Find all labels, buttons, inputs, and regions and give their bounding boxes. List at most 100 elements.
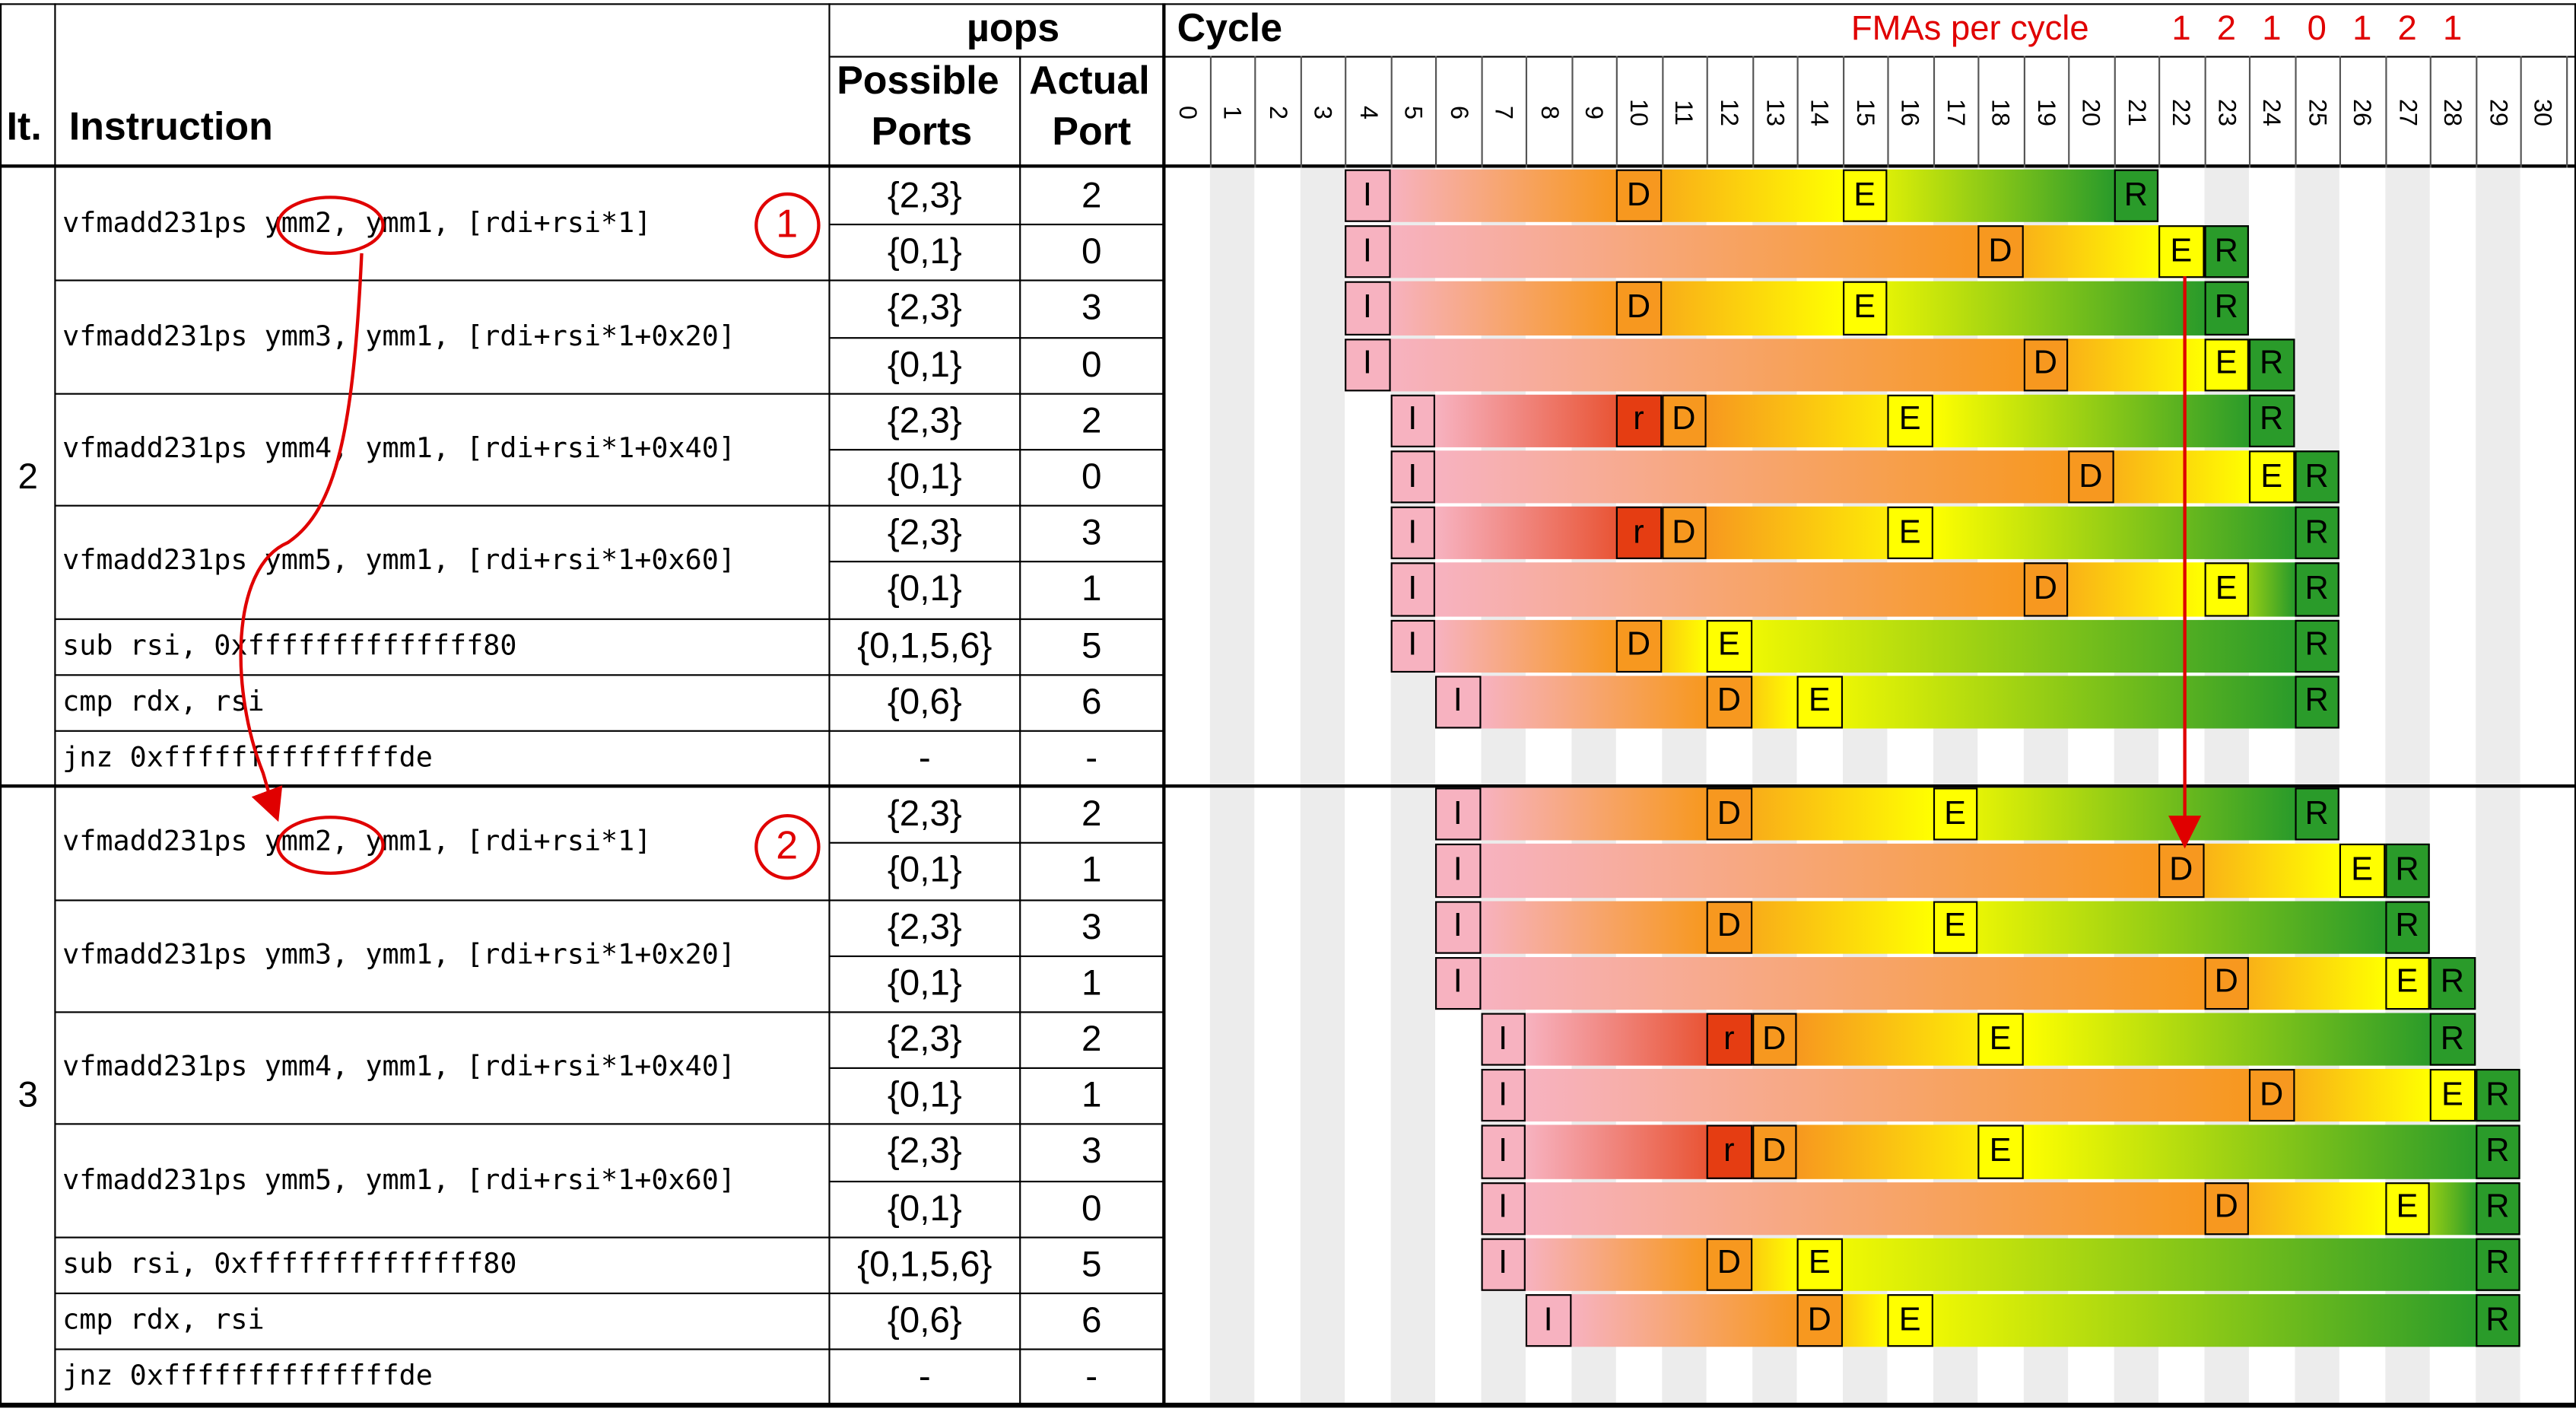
stage-marker-D: D [1706,1238,1752,1291]
header-actual-port-2: Port [1052,110,1132,155]
pipeline-bar [1390,619,2339,673]
cycle-number: 14 [1797,62,1842,161]
cycle-header-tick [1434,56,1437,168]
stage-marker-R: R [2294,507,2339,560]
possible-ports-cell: {0,6} [887,1299,962,1341]
stage-marker-R: R [2384,900,2430,954]
instruction-text: vfmadd231ps ymm3, ymm1, [rdi+rsi*1+0x20] [62,320,736,353]
actual-port-cell: - [1085,736,1098,778]
possible-ports-cell: {2,3} [887,174,962,216]
possible-ports-cell: - [918,736,931,778]
stage-marker-R: R [2203,281,2249,336]
cycle-subheader-divider [1164,56,2576,58]
pipeline-bar [1390,450,2339,504]
cycle-header-tick [1390,56,1392,168]
pipeline-bar [1390,563,2339,616]
cycle-number: 0 [1164,62,1209,161]
stage-marker-D: D [1796,1294,1842,1347]
cycle-number: 9 [1571,62,1615,161]
stage-marker-I: I [1345,338,1390,391]
stage-marker-R: R [2113,169,2159,223]
instruction-text: sub rsi, 0xffffffffffffff80 [62,1248,517,1281]
ymm2-circle-1 [276,196,385,256]
cycle-number-text: 22 [2167,97,2196,126]
cycle-header-tick [1661,56,1663,168]
possible-ports-cell: {0,1,5,6} [857,624,993,666]
header-cycle: Cycle [1177,6,1283,52]
cycle-header-tick [1525,56,1528,168]
cycle-number: 7 [1480,62,1525,161]
instruction-text: vfmadd231ps ymm3, ymm1, [rdi+rsi*1+0x20] [62,938,736,972]
ymm2-circle-2 [276,816,385,875]
possible-ports-cell: {0,1} [887,343,962,385]
possible-ports-cell: - [918,1355,931,1397]
instruction-text: jnz 0xffffffffffffffde [62,742,433,775]
cycle-number: 16 [1887,62,1932,161]
pipeline-bar [1345,281,2249,336]
cycle-number-text: 23 [2212,97,2241,126]
cycle-header-tick [2203,56,2206,168]
stage-marker-E: E [1887,1294,1933,1347]
cycle-number-text: 26 [2348,97,2376,126]
cycle-number: 27 [2384,62,2429,161]
instruction-text: cmp rdx, rsi [62,685,265,719]
instruction-text: vfmadd231ps ymm5, ymm1, [rdi+rsi*1+0x60] [62,1163,736,1197]
uop-divider [830,561,1164,564]
col-divider-instr [54,3,56,1405]
pipeline-bar [1345,169,2159,223]
header-possible-ports-1: Possible [837,59,999,104]
stage-marker-E: E [1932,900,1978,954]
stage-marker-R: R [2429,956,2476,1010]
fma-count: 1 [2262,9,2282,48]
header-instruction: Instruction [68,105,273,150]
pipeline-bar [1434,844,2430,898]
iteration-label: 3 [17,1074,38,1116]
row-divider [56,730,1164,732]
row-divider [56,1124,1164,1126]
possible-ports-cell: {0,1} [887,1074,962,1116]
possible-ports-cell: {2,3} [887,287,962,329]
pipeline-bar [1434,956,2476,1010]
stage-marker-R: R [2294,450,2339,504]
stage-marker-I: I [1434,956,1481,1010]
stage-marker-I: I [1390,507,1435,560]
stage-marker-E: E [2248,450,2295,504]
instruction-text: vfmadd231ps ymm4, ymm1, [rdi+rsi*1+0x40] [62,1051,736,1084]
cycle-number-text: 6 [1444,104,1472,119]
cycle-number: 24 [2249,62,2294,161]
actual-port-cell: 3 [1081,287,1102,329]
stage-marker-R: R [2203,225,2249,279]
possible-ports-cell: {2,3} [887,793,962,835]
cycle-number-text: 17 [1941,97,1969,126]
stage-marker-r: r [1615,394,1662,447]
cycle-number-text: 3 [1308,104,1336,119]
fma-count: 0 [2307,9,2327,48]
cycle-header-tick [2565,56,2568,168]
stage-marker-E: E [1796,675,1842,729]
cycle-number-text: 2 [1263,104,1291,119]
stage-marker-D: D [1752,1013,1797,1067]
header-it: It. [6,105,42,150]
cycle-number-text: 4 [1353,104,1382,119]
stage-marker-D: D [1661,507,1707,560]
instruction-text: sub rsi, 0xffffffffffffff80 [62,629,517,663]
uop-divider [830,955,1164,957]
col-divider-cycle [1162,3,1166,1405]
cycle-number-text: 14 [1805,97,1834,126]
stage-marker-E: E [1887,394,1933,447]
stage-marker-E: E [1706,619,1752,673]
stage-marker-E: E [1796,1238,1842,1291]
actual-port-cell: 6 [1081,1299,1102,1341]
cycle-number-text: 10 [1625,97,1653,126]
stage-marker-D: D [1706,900,1752,954]
cycle-header-tick [2113,56,2115,168]
uop-divider [830,449,1164,451]
iteration-divider [0,784,2576,788]
instruction-text: cmp rdx, rsi [62,1304,265,1337]
pipeline-bar [1480,1182,2520,1235]
row-divider [56,899,1164,901]
pipeline-bar [1390,507,2339,560]
stage-marker-D: D [2248,1069,2295,1122]
cycle-number: 25 [2294,62,2339,161]
stage-marker-E: E [2339,844,2385,898]
